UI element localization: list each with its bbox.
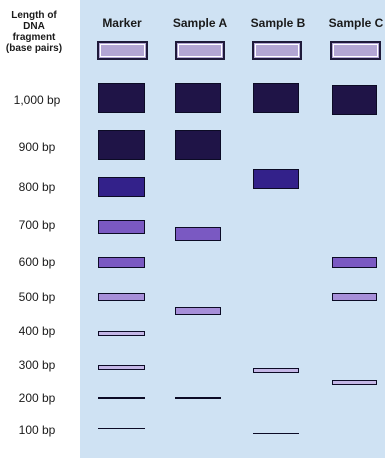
size-label-300: 300 bp [18,358,56,372]
band-sample-c-500 [332,293,377,301]
band-sample-c-600 [332,256,377,268]
lane-header-marker: Marker [102,16,142,30]
band-marker-600 [98,256,145,268]
well-sample-c [330,41,381,60]
band-marker-500 [98,293,145,301]
band-marker-700 [98,220,145,234]
band-sample-a-900 [175,130,221,160]
band-marker-200 [98,397,145,399]
band-marker-400 [98,330,145,336]
size-label-500: 500 bp [18,290,56,304]
well-sample-b [252,41,302,60]
size-label-900: 900 bp [18,140,56,154]
axis-title-line: Length of [11,10,57,21]
size-label-100: 100 bp [18,423,56,437]
well-sample-a [175,41,225,60]
band-sample-b-820 [253,168,299,189]
size-label-400: 400 bp [18,324,56,338]
band-marker-900 [98,130,145,160]
band-marker-300 [98,364,145,370]
axis-title-line: (base pairs) [5,43,63,54]
band-sample-c-250 [332,380,377,385]
band-sample-a-680 [175,227,221,241]
band-marker-800 [98,177,145,197]
band-marker-100 [98,427,145,429]
band-sample-a-200 [175,397,221,399]
axis-title-line: DNA [23,21,45,32]
band-marker-1000 [98,83,145,113]
band-sample-b-80 [253,432,299,434]
band-sample-a-460 [175,307,221,316]
size-label-1000: 1,000 bp [13,93,61,107]
size-label-800: 800 bp [18,180,56,194]
band-sample-c-995 [332,85,377,116]
band-sample-b-1000 [253,83,299,113]
size-label-600: 600 bp [18,255,56,269]
band-sample-a-1000 [175,83,221,113]
band-sample-b-290 [253,367,299,373]
size-label-700: 700 bp [18,218,56,232]
axis-title-line: fragment [12,32,56,43]
lane-header-sample-c: Sample C [328,16,384,30]
size-label-200: 200 bp [18,391,56,405]
lane-header-sample-a: Sample A [172,16,228,30]
lane-header-sample-b: Sample B [250,16,306,30]
well-marker [97,41,148,60]
axis-title: Length of DNA fragment (base pairs) [2,10,66,54]
